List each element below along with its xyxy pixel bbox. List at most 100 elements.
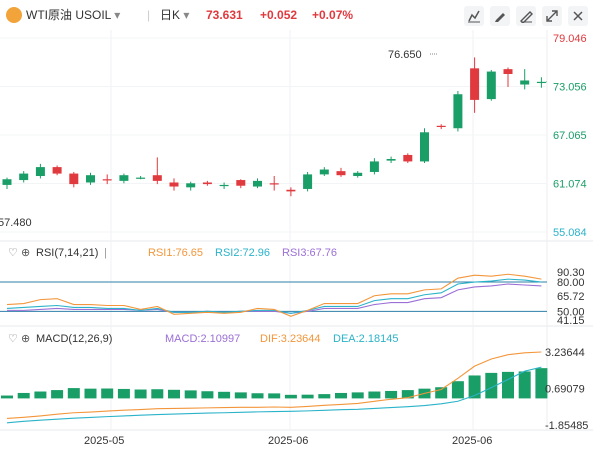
indicator-icon [468,10,480,23]
pencil-button[interactable] [516,6,536,26]
last-price: 73.631 [206,8,243,22]
candle-body [219,184,229,187]
macd-bar [184,390,197,399]
candle-body [303,174,313,189]
macd-bar [335,392,347,399]
macd-bar [134,389,147,399]
candle-body [236,180,246,186]
macd-bar [468,375,481,399]
macd-label: MACD(12,26,9) [36,333,113,345]
rsi3-line [7,283,542,314]
rsi-label: RSI(7,14,21) [36,247,99,259]
candle-body [102,179,112,181]
candle-body [202,182,212,185]
macd-bar [301,394,314,399]
price-change: +0.052 [260,8,298,22]
rsi2-line [6,278,542,314]
dif-line [6,351,542,420]
candle-body [386,159,396,161]
settings-icon[interactable]: ⊕ [21,247,31,259]
candle-body [119,175,129,181]
rsi-tick-label: 80.00 [557,277,585,289]
candle-body [286,189,296,192]
rsi1-value: RSI1:76.65 [148,247,204,259]
macd-bar [84,388,97,399]
candle-body [503,69,513,74]
close-icon [573,11,583,21]
macd-bar [451,381,464,399]
dea-value: DEA:2.18145 [333,333,399,345]
candle-body [403,154,413,162]
macd-tick-label: -1.85485 [545,420,588,432]
price-change-percent: +0.07% [312,8,354,22]
macd-value: MACD:2.10997 [165,333,241,345]
price-tick-label: 79.046 [553,33,587,45]
candle-body [35,167,45,177]
pencil-icon [520,11,533,24]
price-tick-label: 67.065 [553,130,587,142]
dea-line [6,366,542,424]
chevron-down-icon: ▾ [114,8,121,22]
candle-body [2,179,12,185]
high-price-marker: 76.650 [388,49,422,61]
candle-body [152,175,162,181]
rsi-tick-label: 65.72 [557,291,585,303]
candle-body [169,182,179,187]
candle-body [136,177,146,179]
hide-eye-icon[interactable]: ♡ [8,333,18,345]
macd-bar [17,392,30,399]
x-axis-label: 2025-06 [268,435,308,447]
candle-body [353,172,363,177]
symbol-title: WTI原油 USOIL [26,8,111,22]
macd-bar [101,388,114,399]
rsi-tick-label: 41.15 [557,315,585,327]
macd-bar [234,392,247,399]
macd-bar [168,389,180,399]
rsi-tick-label: 50.00 [557,306,585,318]
chart-header: WTI原油 USOIL ▾ | 日K ▾ 73.631 +0.052 +0.07… [0,0,593,30]
candle-body [253,180,262,187]
hide-eye-icon[interactable]: ♡ [8,247,18,259]
macd-bar [435,387,448,399]
x-axis-label: 2025-06 [452,435,492,447]
settings-icon[interactable]: ⊕ [21,333,31,345]
macd-bar [51,390,64,399]
macd-tick-label: 0.69079 [545,384,585,396]
rsi-legend: ♡ ⊕ RSI(7,14,21) | RSI1:76.65 RSI2:72.96… [0,245,560,261]
indicator-button[interactable] [464,6,484,26]
macd-bar [117,388,130,399]
candle-body [52,167,62,174]
candle-body [436,125,446,128]
macd-bar [151,389,164,399]
axis-labels: 79.046 73.056 67.065 61.074 55.084 90.3080.00… [84,33,588,447]
close-button[interactable] [568,6,588,26]
macd-bar [368,391,381,399]
candle-body [186,183,196,188]
separator: | [104,247,107,259]
macd-bar [268,393,281,399]
macd-bar [218,391,231,399]
header-separator: | [147,8,151,22]
interval-label: 日K [160,8,181,22]
symbol-selector[interactable]: WTI原油 USOIL ▾ [26,7,120,23]
candle-body [486,71,496,100]
interval-selector[interactable]: 日K ▾ [160,7,189,23]
grid-lines [0,30,593,431]
macd-bar [535,368,548,399]
candle-body [420,132,429,162]
candle-body [336,171,346,176]
macd-bar [351,392,364,399]
macd-bar [284,394,297,399]
chevron-down-icon: ▾ [183,8,190,22]
expand-icon [546,10,558,22]
candle-body [19,173,29,181]
draw-button[interactable] [490,6,510,26]
expand-button[interactable] [542,6,562,26]
candle-body [536,81,546,84]
macd-bar [401,390,414,399]
macd-bar [67,388,80,399]
macd-panel [1,351,548,424]
macd-bar [1,395,13,399]
low-price-marker: 57.480 [0,217,32,229]
